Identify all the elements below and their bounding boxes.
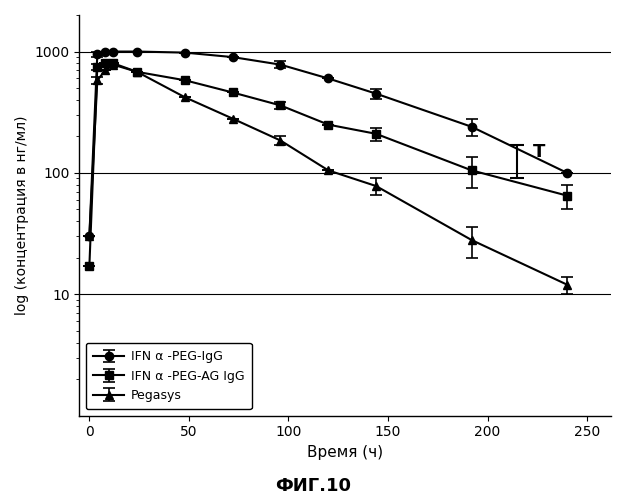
Text: ФИГ.10: ФИГ.10 xyxy=(275,477,351,495)
Text: T: T xyxy=(533,142,546,160)
Legend: IFN α -PEG-IgG, IFN α -PEG-AG IgG, Pegasys: IFN α -PEG-IgG, IFN α -PEG-AG IgG, Pegas… xyxy=(86,343,252,409)
Y-axis label: log (концентрация в нг/мл): log (концентрация в нг/мл) xyxy=(15,116,29,315)
X-axis label: Время (ч): Время (ч) xyxy=(307,445,383,460)
